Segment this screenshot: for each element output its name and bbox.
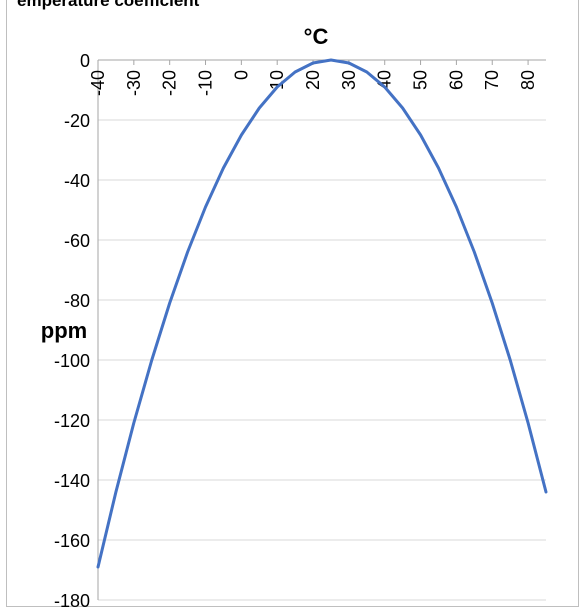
x-tick-label: 50 xyxy=(411,70,431,90)
x-tick-label: -10 xyxy=(196,70,216,96)
x-tick-label: 0 xyxy=(231,70,251,80)
y-tick-labels: 0 -20 -40 -60 -80 -100 -120 -140 -160 -180 xyxy=(54,51,90,609)
x-tick-label: 40 xyxy=(375,70,395,90)
x-tick-label: -20 xyxy=(160,70,180,96)
y-tick-label: -20 xyxy=(64,111,90,131)
x-axis-title: °C xyxy=(304,24,329,49)
chart-title: emperature coefficient xyxy=(17,0,200,10)
y-tick-label: -100 xyxy=(54,351,90,371)
y-tick-label: -40 xyxy=(64,171,90,191)
x-tick-label: -40 xyxy=(88,70,108,96)
x-tick-label: 20 xyxy=(303,70,323,90)
x-tick-label: -30 xyxy=(124,70,144,96)
axes xyxy=(97,59,546,600)
x-tick-label: 60 xyxy=(446,70,466,90)
y-tick-label: -180 xyxy=(54,591,90,609)
gridlines xyxy=(98,119,546,601)
y-tick-label: -120 xyxy=(54,411,90,431)
x-tick-labels: -40 -30 -20 -10 0 10 20 30 40 50 60 70 80 xyxy=(88,70,538,96)
y-tick-label: 0 xyxy=(80,51,90,71)
chart-frame: emperature coefficient xyxy=(6,0,579,607)
series-line xyxy=(96,58,548,569)
y-tick-label: -140 xyxy=(54,471,90,491)
x-tick-label: 80 xyxy=(518,70,538,90)
y-axis-title: ppm xyxy=(41,318,87,343)
y-tick-label: -60 xyxy=(64,231,90,251)
y-tick-label: -80 xyxy=(64,291,90,311)
x-tick-label: 10 xyxy=(267,70,287,90)
x-tick-label: 30 xyxy=(339,70,359,90)
x-tick-label: 70 xyxy=(482,70,502,90)
series-group xyxy=(96,58,548,569)
y-tick-label: -160 xyxy=(54,531,90,551)
